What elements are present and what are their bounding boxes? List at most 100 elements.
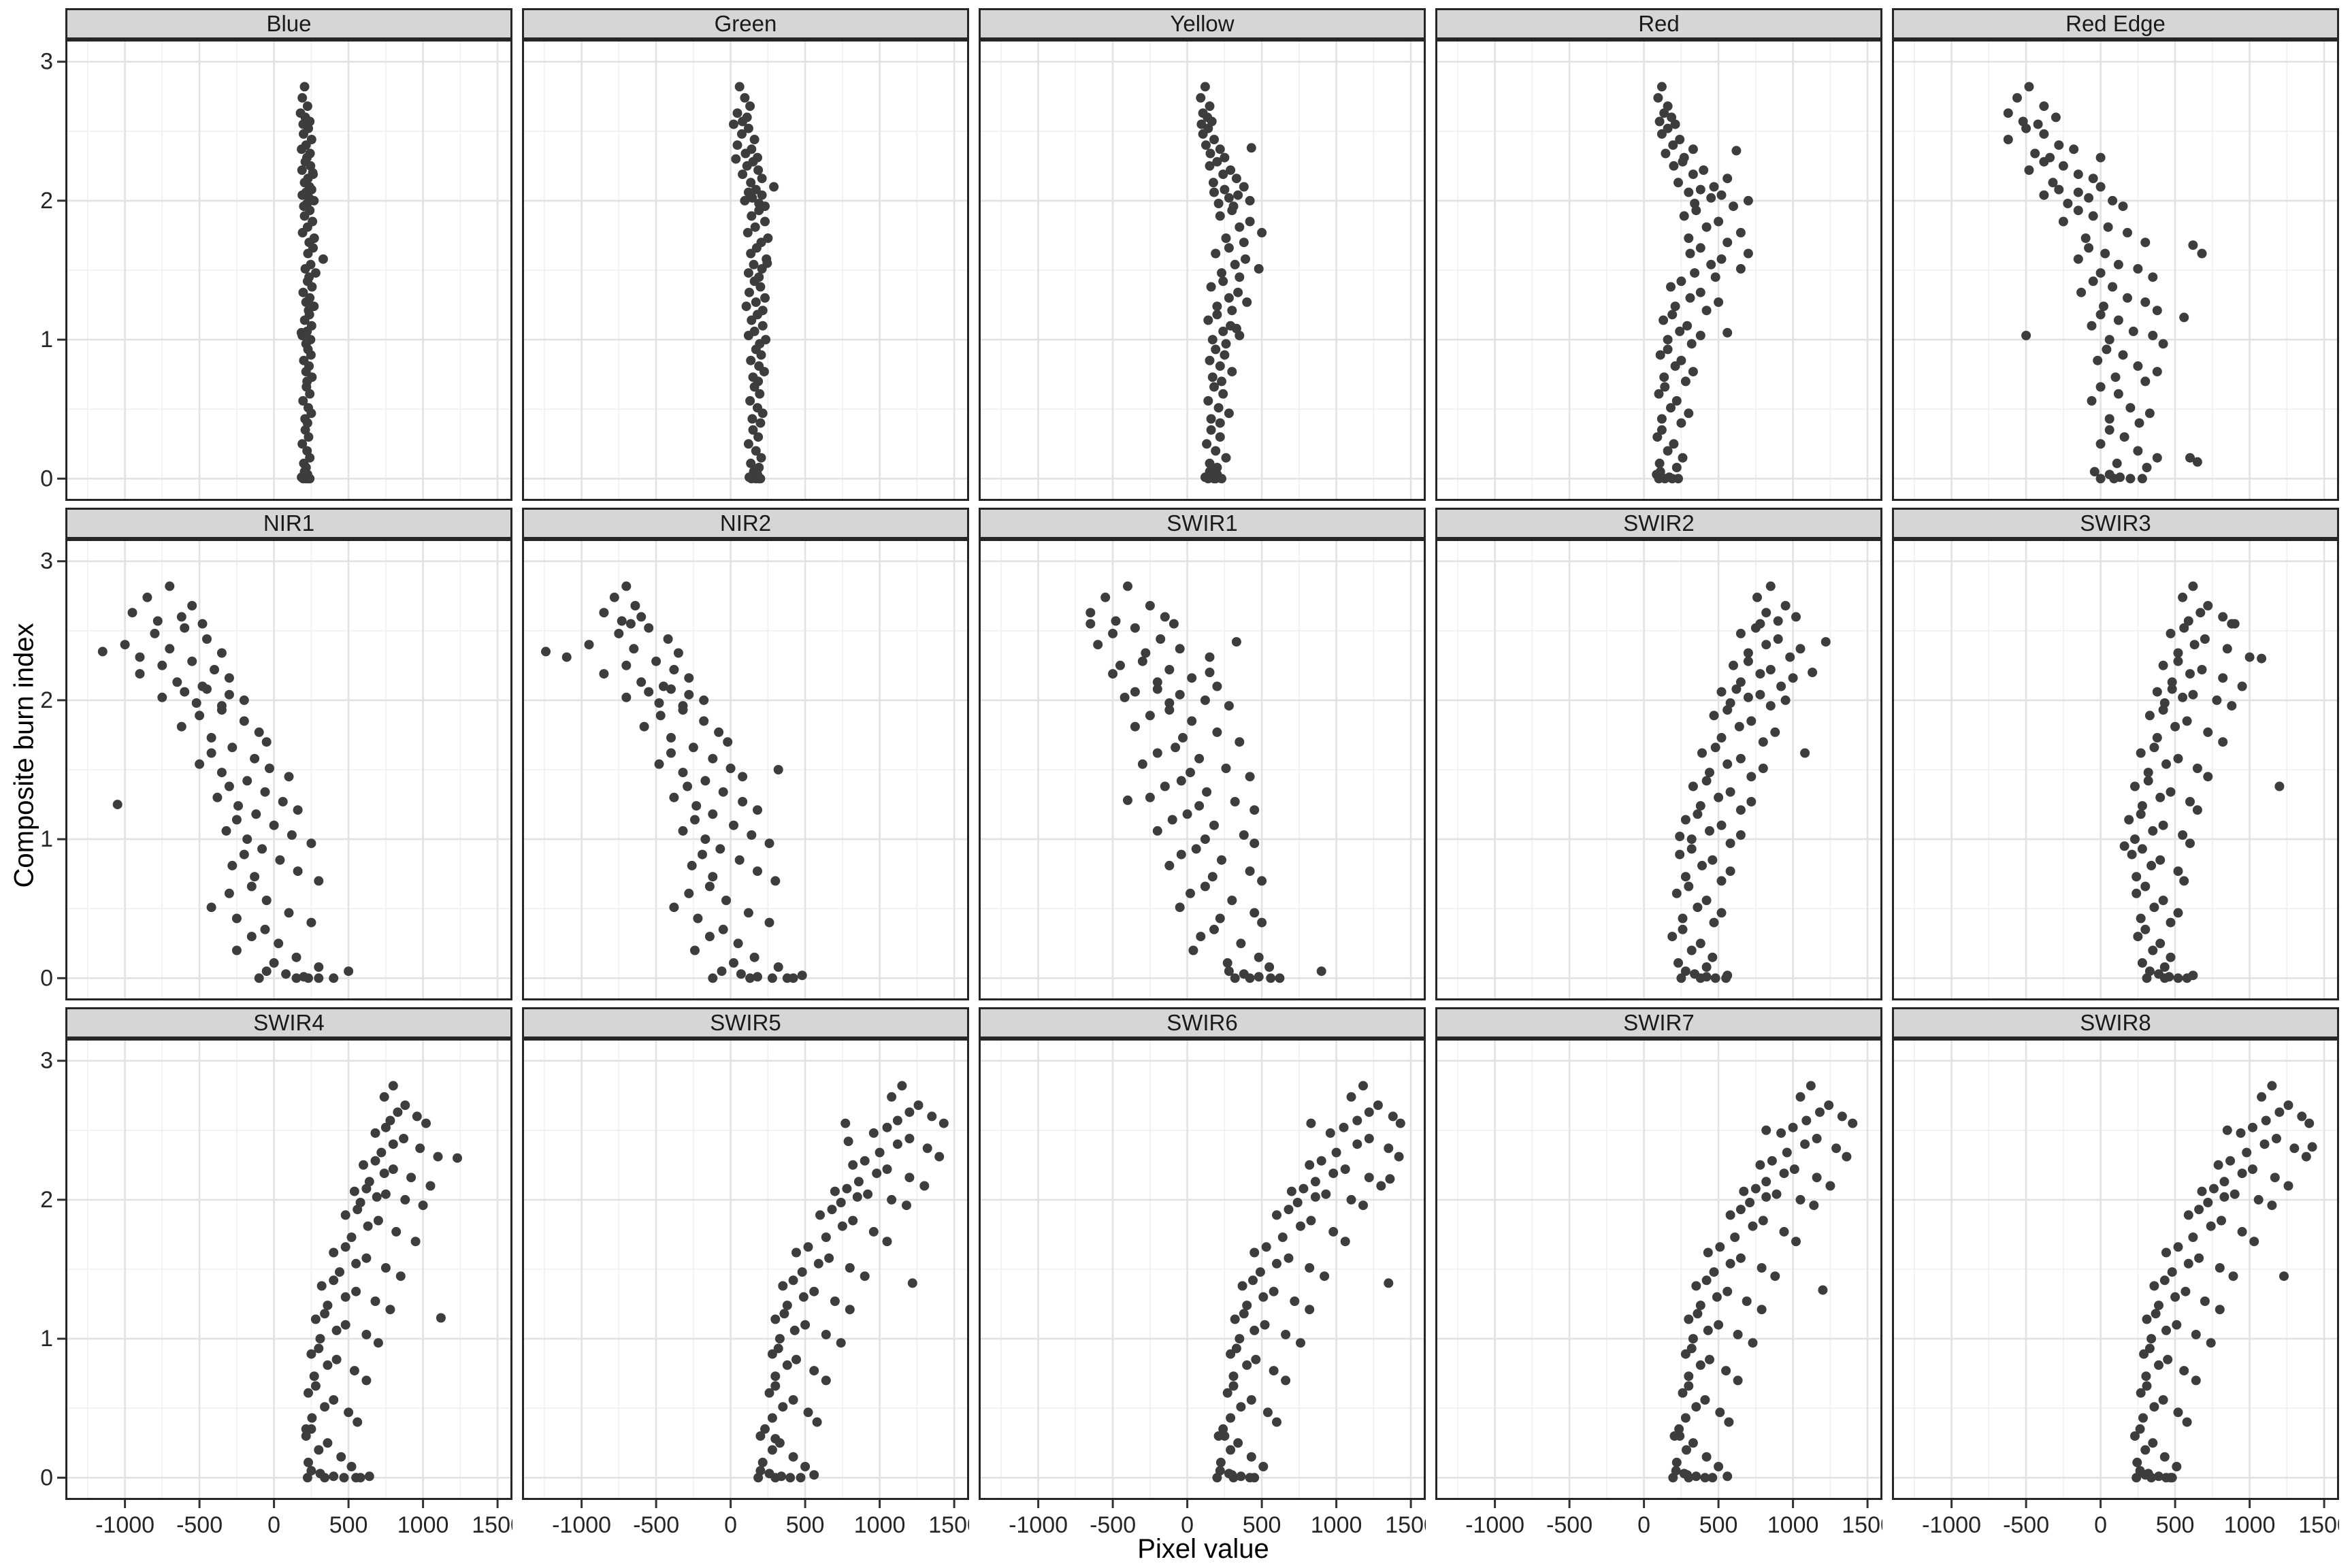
facet-label: Red Edge bbox=[2065, 11, 2166, 36]
facet-panel-red-edge: Red Edge bbox=[1892, 8, 2339, 501]
facet-strip: SWIR8 bbox=[1892, 1007, 2339, 1039]
facet-label: SWIR2 bbox=[1623, 510, 1695, 536]
x-tick-label: 500 bbox=[1243, 1512, 1281, 1538]
facet-panel-swir8: SWIR8 bbox=[1892, 1007, 2339, 1500]
x-tick-label: 500 bbox=[1699, 1512, 1738, 1538]
x-tick-label: 1500 bbox=[2298, 1512, 2339, 1538]
facet-strip: Yellow bbox=[979, 8, 1426, 39]
facet-strip: Blue bbox=[65, 8, 512, 39]
facet-label: SWIR3 bbox=[2080, 510, 2151, 536]
scatter-canvas bbox=[65, 39, 512, 501]
x-tick-label: -1000 bbox=[1009, 1512, 1068, 1538]
x-tick-label: -1000 bbox=[1922, 1512, 1981, 1538]
x-axis: -1000 -500 0 500 1000 1500 bbox=[552, 1500, 969, 1538]
facet-label: Blue bbox=[266, 11, 312, 36]
facet-strip: NIR2 bbox=[522, 508, 969, 539]
x-axis: -1000 -500 0 500 1000 1500 bbox=[1009, 1500, 1426, 1538]
facet-label: NIR1 bbox=[263, 510, 315, 536]
y-tick-label: 2 bbox=[40, 1187, 53, 1213]
facet-strip: SWIR1 bbox=[979, 508, 1426, 539]
facet-label: Red bbox=[1638, 11, 1680, 36]
x-tick-label: 1500 bbox=[928, 1512, 969, 1538]
x-tick-label: 0 bbox=[267, 1512, 280, 1538]
facet-label: SWIR7 bbox=[1623, 1010, 1695, 1035]
facet-panel-nir1: NIR1 bbox=[65, 508, 512, 1000]
x-tick-label: -500 bbox=[1546, 1512, 1592, 1538]
y-tick-label: 2 bbox=[40, 188, 53, 214]
facet-label: NIR2 bbox=[719, 510, 772, 536]
facet-panel-yellow: Yellow bbox=[979, 8, 1426, 501]
facet-panel-swir1: SWIR1 bbox=[979, 508, 1426, 1000]
x-axis-title: Pixel value bbox=[1137, 1534, 1269, 1564]
facet-label: SWIR8 bbox=[2080, 1010, 2151, 1035]
facet-label: SWIR4 bbox=[253, 1010, 325, 1035]
x-tick-label: -1000 bbox=[1465, 1512, 1524, 1538]
x-tick-label: -500 bbox=[1090, 1512, 1136, 1538]
x-tick-label: -1000 bbox=[95, 1512, 154, 1538]
facet-panel-swir7: SWIR7 bbox=[1435, 1007, 1882, 1500]
x-tick-label: 1000 bbox=[854, 1512, 906, 1538]
x-tick-label: 0 bbox=[1637, 1512, 1650, 1538]
facet-label: Yellow bbox=[1170, 11, 1235, 36]
facet-panel-swir6: SWIR6 bbox=[979, 1007, 1426, 1500]
facet-label: SWIR6 bbox=[1166, 1010, 1238, 1035]
facet-strip: SWIR2 bbox=[1435, 508, 1882, 539]
y-tick-label: 3 bbox=[40, 549, 53, 574]
y-tick-label: 1 bbox=[40, 1326, 53, 1352]
y-tick-label: 0 bbox=[40, 466, 53, 491]
facet-panel-green: Green bbox=[522, 8, 969, 501]
y-tick-label: 0 bbox=[40, 1465, 53, 1490]
facet-strip: SWIR5 bbox=[522, 1007, 969, 1039]
x-tick-label: -500 bbox=[176, 1512, 223, 1538]
scatter-canvas bbox=[979, 539, 1426, 1000]
y-tick-label: 3 bbox=[40, 1048, 53, 1074]
y-axis: 0 1 2 3 bbox=[40, 49, 65, 491]
x-tick-label: 1500 bbox=[1385, 1512, 1426, 1538]
y-axis: 0 1 2 3 bbox=[40, 1048, 65, 1490]
scatter-canvas bbox=[522, 39, 969, 501]
facet-strip: SWIR4 bbox=[65, 1007, 512, 1039]
scatter-canvas bbox=[65, 1039, 512, 1500]
y-tick-label: 2 bbox=[40, 687, 53, 713]
y-tick-label: 1 bbox=[40, 826, 53, 852]
facet-panel-swir3: SWIR3 bbox=[1892, 508, 2339, 1000]
x-axis: -1000 -500 0 500 1000 1500 bbox=[95, 1500, 512, 1538]
scatter-canvas bbox=[1892, 1039, 2339, 1500]
scatter-canvas bbox=[1892, 39, 2339, 501]
scatter-canvas bbox=[979, 39, 1426, 501]
scatter-canvas bbox=[1892, 539, 2339, 1000]
scatter-canvas bbox=[979, 1039, 1426, 1500]
x-tick-label: 1000 bbox=[397, 1512, 449, 1538]
scatter-canvas bbox=[1435, 39, 1882, 501]
facet-panel-red: Red bbox=[1435, 8, 1882, 501]
facet-label: SWIR1 bbox=[1166, 510, 1238, 536]
y-tick-label: 1 bbox=[40, 327, 53, 353]
scatter-canvas bbox=[1435, 539, 1882, 1000]
x-tick-label: 1000 bbox=[2224, 1512, 2276, 1538]
x-tick-label: 500 bbox=[786, 1512, 825, 1538]
y-axis: 0 1 2 3 bbox=[40, 549, 65, 991]
x-tick-label: 1000 bbox=[1767, 1512, 1819, 1538]
x-tick-label: 500 bbox=[329, 1512, 368, 1538]
facet-strip: SWIR3 bbox=[1892, 508, 2339, 539]
scatter-canvas bbox=[65, 539, 512, 1000]
x-axis: -1000 -500 0 500 1000 1500 bbox=[1465, 1500, 1882, 1538]
facet-strip: Red bbox=[1435, 8, 1882, 39]
facet-label: SWIR5 bbox=[710, 1010, 781, 1035]
scatter-canvas bbox=[522, 1039, 969, 1500]
x-tick-label: -1000 bbox=[552, 1512, 611, 1538]
facet-strip: Green bbox=[522, 8, 969, 39]
facet-strip: SWIR7 bbox=[1435, 1007, 1882, 1039]
facet-label: Green bbox=[714, 11, 777, 36]
facet-strip: SWIR6 bbox=[979, 1007, 1426, 1039]
y-axis-title: Composite burn index bbox=[9, 623, 39, 888]
scatter-canvas bbox=[1435, 1039, 1882, 1500]
x-axis: -1000 -500 0 500 1000 1500 bbox=[1922, 1500, 2339, 1538]
facet-strip: Red Edge bbox=[1892, 8, 2339, 39]
facet-strip: NIR1 bbox=[65, 508, 512, 539]
x-tick-label: 1500 bbox=[472, 1512, 512, 1538]
x-tick-label: 500 bbox=[2156, 1512, 2195, 1538]
x-tick-label: 0 bbox=[1181, 1512, 1194, 1538]
x-tick-label: 1500 bbox=[1842, 1512, 1882, 1538]
